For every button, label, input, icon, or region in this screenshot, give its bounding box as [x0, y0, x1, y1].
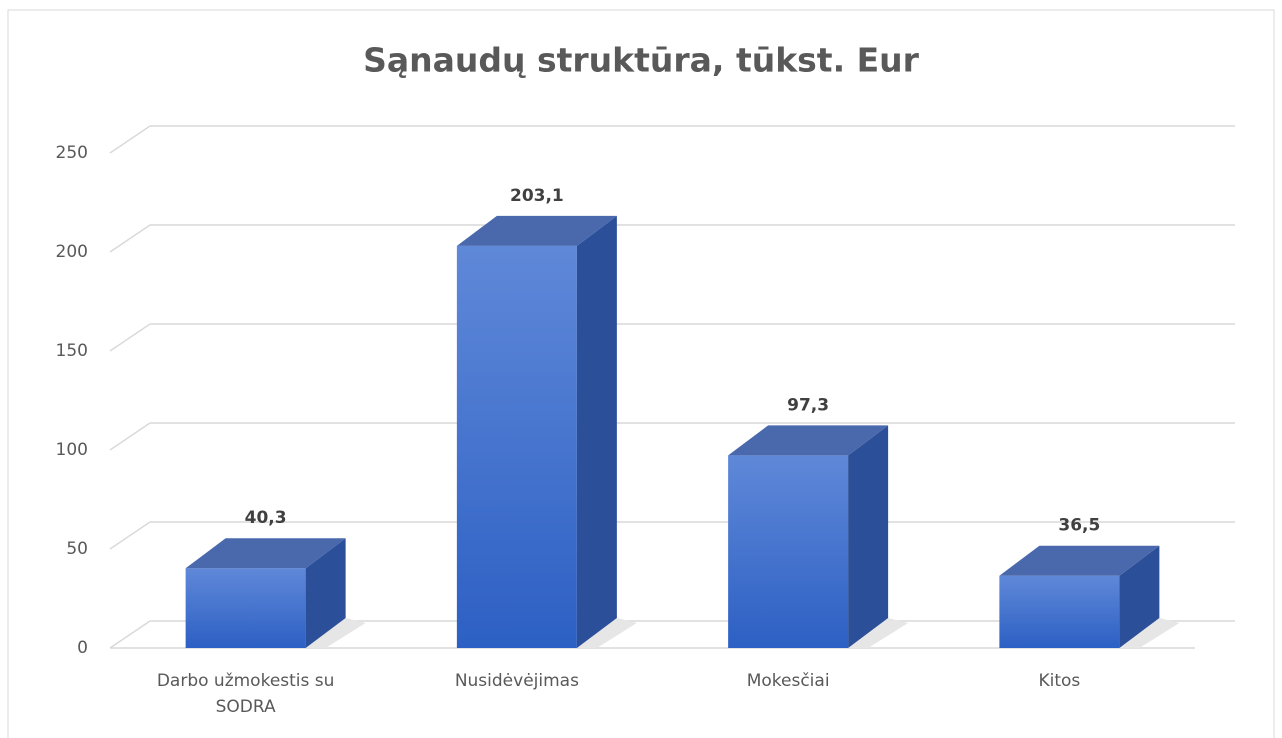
y-tick-label: 250: [56, 143, 88, 163]
bar-top: [185, 538, 346, 569]
grid-line-side: [109, 620, 151, 649]
grid-line-side: [109, 521, 151, 550]
value-label: 36,5: [1058, 516, 1100, 536]
bar-side: [848, 425, 889, 648]
y-tick-label: 0: [77, 638, 88, 658]
bar: [185, 568, 306, 648]
value-label: 97,3: [787, 395, 829, 415]
bar-shadow: [848, 618, 909, 648]
bar-shadow: [305, 618, 366, 648]
y-tick-label: 200: [56, 242, 88, 262]
grid-line-side: [109, 125, 151, 154]
bar-top: [728, 425, 889, 456]
bar-shadow: [1119, 618, 1180, 648]
bar-shadow: [576, 618, 637, 648]
y-tick-label: 150: [56, 341, 88, 361]
value-label: 203,1: [510, 186, 564, 206]
value-label: 40,3: [245, 508, 287, 528]
grid-line-side: [109, 224, 151, 253]
y-tick-label: 100: [56, 440, 88, 460]
x-tick-label: Nusidėvėjimas: [454, 671, 579, 691]
grid-line-side: [109, 323, 151, 352]
bar-top: [456, 215, 617, 246]
bar-side: [305, 538, 346, 648]
x-tick-label: Mokesčiai: [746, 671, 830, 691]
bar: [728, 455, 849, 648]
bar: [999, 575, 1120, 648]
bar-side: [1119, 545, 1160, 648]
x-tick-label: Kitos: [1038, 671, 1081, 691]
bar-side: [576, 215, 617, 648]
bar-top: [999, 545, 1160, 576]
grid-line-side: [109, 422, 151, 451]
y-tick-label: 50: [66, 539, 88, 559]
bar: [456, 245, 577, 648]
chart-title: Sąnaudų struktūra, tūkst. Eur: [363, 41, 920, 80]
x-tick-label: Darbo užmokestis su SODRA: [156, 671, 335, 717]
